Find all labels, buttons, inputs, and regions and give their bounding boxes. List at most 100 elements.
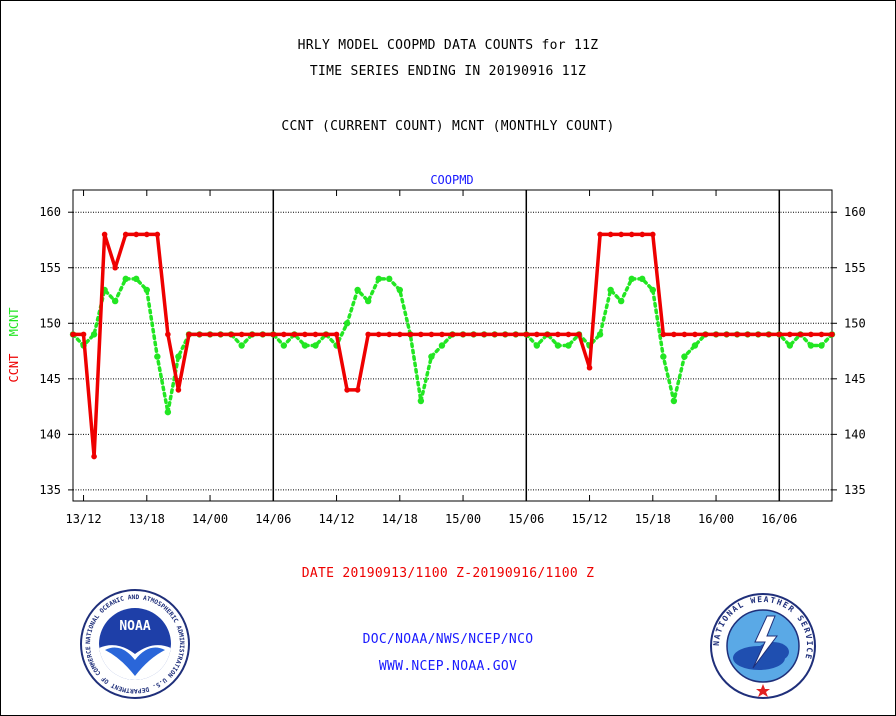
data-point-mcnt	[164, 408, 172, 416]
data-point-ccnt	[681, 331, 688, 338]
data-point-ccnt	[829, 331, 835, 338]
noaa-logo: NATIONAL OCEANIC AND ATMOSPHERIC ADMINIS…	[80, 589, 190, 699]
data-point-mcnt	[143, 286, 150, 294]
data-point-ccnt	[734, 331, 740, 338]
y-tick-label-right: 140	[844, 427, 866, 441]
data-point-ccnt	[744, 331, 751, 338]
data-point-ccnt	[639, 231, 646, 238]
data-point-ccnt	[460, 331, 466, 338]
data-point-mcnt	[133, 275, 140, 283]
data-point-mcnt	[280, 342, 288, 349]
data-point-mcnt	[343, 320, 351, 327]
x-tick-label: 15/18	[635, 512, 671, 526]
data-point-ccnt	[312, 331, 319, 338]
x-tick-label: 14/06	[255, 512, 291, 526]
data-point-ccnt	[755, 331, 762, 338]
data-point-ccnt	[228, 331, 234, 338]
x-tick-label: 16/06	[761, 512, 797, 526]
data-point-mcnt	[364, 297, 372, 305]
data-point-ccnt	[154, 231, 161, 238]
data-point-mcnt	[807, 342, 815, 349]
data-point-ccnt	[470, 331, 477, 338]
data-point-mcnt	[649, 286, 656, 294]
data-point-mcnt	[238, 342, 245, 349]
x-tick-label: 15/12	[571, 512, 607, 526]
x-tick-label: 14/00	[192, 512, 228, 526]
data-point-ccnt	[671, 331, 677, 338]
data-point-ccnt	[302, 331, 308, 338]
data-point-ccnt	[660, 331, 667, 338]
data-point-mcnt	[533, 342, 541, 349]
data-point-ccnt	[375, 331, 382, 338]
data-point-ccnt	[238, 331, 245, 338]
data-point-mcnt	[596, 331, 604, 338]
plot-frame	[72, 189, 833, 502]
y-tick-label-right: 150	[844, 316, 866, 330]
y-tick-label-left: 140	[39, 427, 61, 441]
data-point-ccnt	[534, 331, 540, 338]
data-point-ccnt	[544, 331, 551, 338]
data-point-ccnt	[333, 331, 340, 338]
data-point-mcnt	[617, 297, 625, 305]
data-point-ccnt	[291, 331, 298, 338]
data-point-mcnt	[670, 397, 678, 405]
website-label: WWW.NCEP.NOAA.GOV	[378, 659, 518, 674]
x-tick-label: 13/18	[129, 512, 165, 526]
data-point-ccnt	[80, 331, 87, 338]
data-point-ccnt	[196, 331, 203, 338]
x-tick-label: 15/00	[445, 512, 481, 526]
x-tick-label: 16/00	[698, 512, 734, 526]
data-point-ccnt	[165, 331, 171, 338]
x-tick-label: 14/12	[318, 512, 354, 526]
data-point-mcnt	[175, 353, 182, 360]
y-tick-label-left: 155	[39, 261, 61, 275]
data-point-ccnt	[586, 364, 593, 371]
data-point-mcnt	[354, 286, 361, 294]
data-point-mcnt	[786, 342, 794, 349]
x-tick-label: 14/18	[382, 512, 418, 526]
y-tick-label-left: 145	[39, 372, 61, 386]
data-point-mcnt	[818, 342, 825, 349]
data-point-ccnt	[713, 331, 719, 338]
data-point-ccnt	[428, 331, 435, 338]
data-point-ccnt	[765, 331, 772, 338]
data-point-ccnt	[523, 331, 530, 338]
data-point-ccnt	[439, 331, 445, 338]
data-point-ccnt	[565, 331, 572, 338]
data-point-mcnt	[111, 297, 119, 305]
data-point-ccnt	[818, 331, 825, 338]
y-tick-label-right: 160	[844, 205, 866, 219]
noaa-logo-text: NOAA	[119, 619, 150, 634]
data-point-mcnt	[554, 342, 562, 349]
data-point-ccnt	[787, 331, 793, 338]
y-tick-label-right: 145	[844, 372, 866, 386]
data-point-mcnt	[691, 342, 699, 349]
chart-subtitle: CCNT (CURRENT COUNT) MCNT (MONTHLY COUNT…	[281, 119, 615, 134]
data-point-ccnt	[281, 331, 287, 338]
data-point-ccnt	[597, 231, 603, 238]
y-tick-label-left: 150	[39, 316, 61, 330]
data-point-mcnt	[154, 353, 161, 360]
data-point-mcnt	[386, 275, 393, 283]
data-point-mcnt	[396, 286, 403, 294]
data-point-mcnt	[628, 275, 635, 283]
data-point-ccnt	[112, 264, 118, 271]
data-point-ccnt	[407, 331, 414, 338]
data-point-mcnt	[660, 353, 667, 360]
data-point-mcnt	[607, 286, 614, 294]
data-point-ccnt	[101, 231, 108, 238]
y-axis-label-ccnt: CCNT	[7, 354, 21, 383]
chart-title-line2: TIME SERIES ENDING IN 20190916 11Z	[309, 64, 587, 79]
data-point-ccnt	[143, 231, 150, 238]
data-point-ccnt	[207, 331, 213, 338]
data-point-ccnt	[449, 331, 456, 338]
data-point-ccnt	[91, 453, 97, 460]
data-point-ccnt	[649, 231, 656, 238]
data-point-ccnt	[491, 331, 498, 338]
data-point-ccnt	[217, 331, 224, 338]
data-point-ccnt	[692, 331, 698, 338]
data-point-ccnt	[354, 387, 361, 393]
data-point-ccnt	[270, 331, 277, 338]
data-point-mcnt	[681, 353, 688, 360]
